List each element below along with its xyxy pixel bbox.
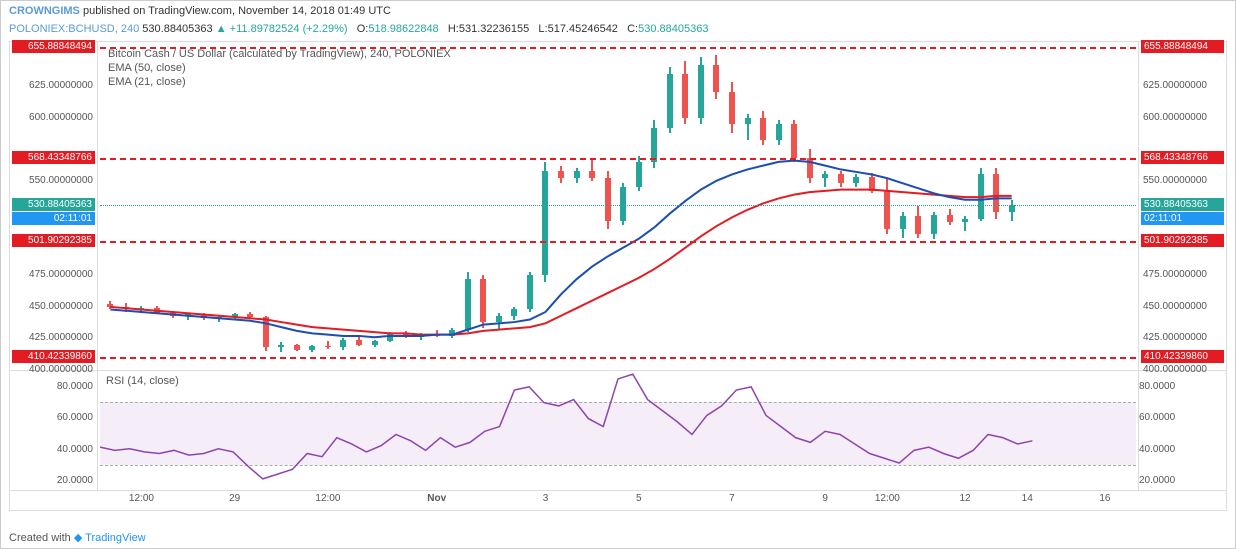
time-xaxis: 12:00 29 12:00 Nov 3 5 7 9 12:00 12 14 16 [9,491,1227,511]
footer: Created with ◆ TradingView [9,531,146,544]
publish-text: published on TradingView.com, [83,5,235,17]
xtick: 9 [822,493,828,504]
last-price: 530.88405363 [142,23,212,35]
publish-date: November 14, 2018 01:49 UTC [238,5,391,17]
publish-header: CROWNGIMS published on TradingView.com, … [1,1,1235,21]
legend-ema50: EMA (50, close) [108,62,451,74]
xtick: Nov [427,493,446,504]
xtick: 3 [543,493,549,504]
rsi-yaxis-left: 20.000040.000060.000080.0000 [10,371,98,490]
rsi-chart[interactable]: 20.000040.000060.000080.0000 RSI (14, cl… [9,371,1227,491]
xtick: 12 [959,493,970,504]
close-value: 530.88405363 [638,23,708,35]
xtick: 12:00 [315,493,340,504]
chart-legend: Bitcoin Cash / US Dollar (calculated by … [108,48,451,90]
xtick: 12:00 [129,493,154,504]
high-value: 531.32236155 [459,23,529,35]
price-yaxis-left: 400.00000000425.00000000450.00000000475.… [10,42,98,370]
change: +11.89782524 [230,23,300,35]
rsi-pane[interactable]: RSI (14, close) [100,371,1136,490]
xtick: 16 [1099,493,1110,504]
open-value: 518.98622848 [368,23,438,35]
price-yaxis-right: 400.00000000425.00000000450.00000000475.… [1138,42,1226,370]
tradingview-logo-icon: ◆ [74,532,82,544]
legend-title: Bitcoin Cash / US Dollar (calculated by … [108,48,451,60]
xtick: 29 [229,493,240,504]
price-pane[interactable] [100,42,1136,370]
rsi-yaxis-right: 20.000040.000060.000080.0000 [1138,371,1226,490]
brand: TradingView [85,532,146,544]
xtick: 7 [729,493,735,504]
change-pct: (+2.29%) [303,23,348,35]
up-arrow-icon: ▲ [216,23,227,35]
xtick: 12:00 [875,493,900,504]
symbol: POLONIEX:BCHUSD, 240 [9,23,139,35]
low-value: 517.45246542 [548,23,618,35]
xtick: 14 [1022,493,1033,504]
author-name: CROWNGIMS [9,5,80,17]
legend-ema21: EMA (21, close) [108,76,451,88]
rsi-label: RSI (14, close) [106,375,179,387]
symbol-header: POLONIEX:BCHUSD, 240 530.88405363 ▲ +11.… [1,21,1235,37]
price-chart[interactable]: 400.00000000425.00000000450.00000000475.… [9,41,1227,371]
xtick: 5 [636,493,642,504]
